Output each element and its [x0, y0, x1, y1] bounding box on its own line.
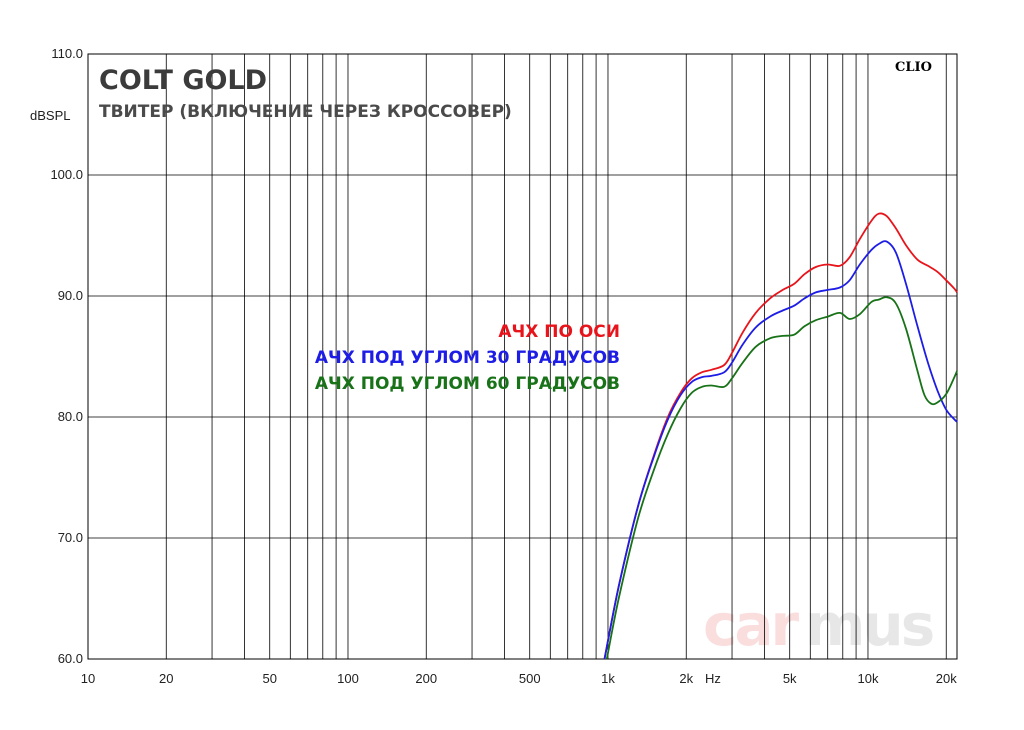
x-tick-label: 2k: [679, 671, 693, 686]
x-tick-label: 10k: [857, 671, 878, 686]
x-tick-label: 20k: [936, 671, 957, 686]
series-curves: [603, 212, 958, 660]
x-tick-label: 20: [159, 671, 173, 686]
y-tick-label: 60.0: [58, 651, 83, 666]
y-tick-label: 90.0: [58, 288, 83, 303]
chart-subtitle: ТВИТЕР (ВКЛЮЧЕНИЕ ЧЕРЕЗ КРОССОВЕР): [99, 102, 512, 122]
clio-brand-label: CLIO: [895, 60, 932, 75]
plot-frame: [87, 53, 958, 660]
y-tick-label: 80.0: [58, 409, 83, 424]
x-tick-label: 200: [415, 671, 437, 686]
y-axis-label: dBSPL: [30, 108, 70, 123]
series-line-0: [603, 212, 958, 660]
watermark-mus: mus: [805, 591, 933, 659]
x-tick-label: 10: [81, 671, 95, 686]
x-tick-label: 500: [519, 671, 541, 686]
series-line-2: [605, 296, 958, 660]
watermark: car mus: [703, 591, 936, 659]
x-tick-label: 50: [262, 671, 276, 686]
x-tick-label: 1k: [601, 671, 615, 686]
x-tick-label: 100: [337, 671, 359, 686]
series-line-1: [603, 240, 958, 660]
watermark-car: car: [703, 591, 800, 659]
y-tick-label: 70.0: [58, 530, 83, 545]
legend-entry-axis: АЧХ ПО ОСИ: [498, 322, 620, 342]
x-tick-labels: 10 20 50 100 200 500 1k 2k 5k 10k 20k: [81, 671, 957, 686]
y-tick-label: 100.0: [50, 167, 83, 182]
x-tick-label: 5k: [783, 671, 797, 686]
legend-entry-30deg: АЧХ ПОД УГЛОМ 30 ГРАДУСОВ: [315, 348, 620, 368]
y-tick-label: 110.0: [51, 46, 83, 61]
legend-entry-60deg: АЧХ ПОД УГЛОМ 60 ГРАДУСОВ: [315, 374, 620, 394]
y-tick-labels: 60.0 70.0 80.0 90.0 100.0 110.0: [50, 46, 83, 666]
x-unit-label: Hz: [705, 671, 721, 686]
grid: [88, 54, 957, 659]
chart-title: COLT GOLD: [99, 65, 267, 96]
